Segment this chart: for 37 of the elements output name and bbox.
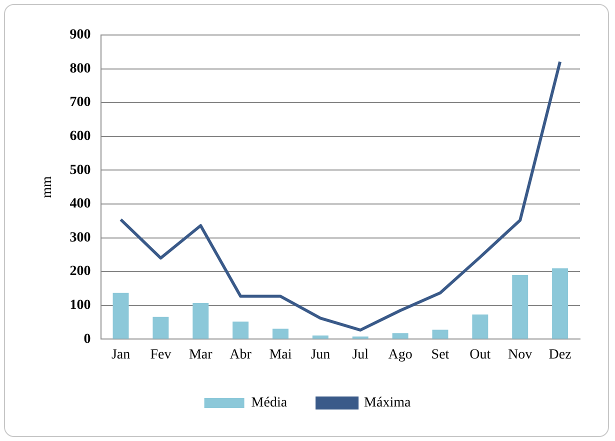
y-tick-label: 500	[70, 162, 91, 178]
bar	[272, 328, 288, 339]
y-tick-label: 100	[70, 298, 91, 314]
bar	[392, 333, 408, 339]
legend-label: Média	[251, 396, 288, 411]
y-tick-label: 900	[70, 28, 91, 43]
y-tick-label: 600	[70, 129, 91, 144]
x-tick-label: Ago	[388, 347, 412, 362]
bar	[512, 274, 528, 339]
x-tick-label: Dez	[548, 347, 572, 362]
x-tick-label: Mar	[188, 347, 213, 362]
x-tick-label: Nov	[508, 347, 532, 362]
x-tick-label: Abr	[230, 347, 252, 362]
y-tick-label: 400	[70, 196, 91, 212]
x-tick-label: Jan	[111, 347, 130, 362]
bar	[112, 292, 129, 339]
x-tick-label: Set	[431, 347, 450, 362]
legend-label: Máxima	[364, 396, 412, 411]
bar	[152, 316, 169, 339]
x-tick-label: Out	[470, 347, 491, 362]
bar	[192, 303, 209, 339]
x-tick-label: Fev	[150, 347, 172, 362]
x-tick-label: Mai	[269, 347, 292, 362]
x-tick-label: Jul	[352, 347, 369, 362]
bar	[472, 314, 488, 339]
bar	[232, 322, 249, 339]
bar	[432, 330, 448, 339]
y-tick-label: 300	[70, 230, 91, 246]
bar	[552, 268, 568, 339]
x-tick-label: Jun	[310, 347, 330, 362]
y-tick-label: 200	[70, 264, 91, 280]
y-axis-title: mm	[40, 176, 56, 198]
y-tick-label: 800	[70, 61, 91, 76]
y-tick-label: 700	[70, 95, 91, 110]
bar	[352, 336, 368, 339]
bar	[312, 335, 328, 339]
y-tick-label: 0	[84, 332, 91, 347]
